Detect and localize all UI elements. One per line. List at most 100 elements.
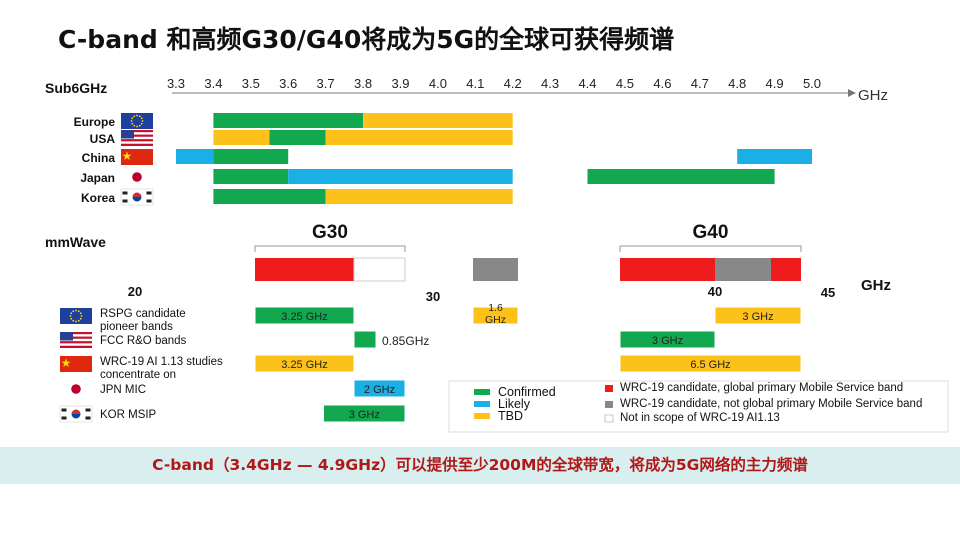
sub6-bar-confirmed xyxy=(213,113,363,128)
sub6-row-korea: Korea xyxy=(81,188,513,206)
cn-flag-star xyxy=(122,151,132,160)
mmwave-bar-value: 2 GHz xyxy=(364,384,395,396)
sub6-tick-label: 3.4 xyxy=(204,76,222,91)
us-flag-stripe xyxy=(121,134,153,137)
legend-swatch-tbd xyxy=(474,413,490,419)
jp-flag-sun xyxy=(132,172,142,182)
us-flag-stripe xyxy=(121,141,153,144)
legend-label: Confirmed xyxy=(498,385,556,399)
mmwave-bar-value: 3.25 GHz xyxy=(281,311,327,323)
legend-swatch-outline xyxy=(604,414,614,423)
mmwave-row: FCC R&O bands 0.85GHz 3 GHz xyxy=(60,330,716,349)
wrc-bar-outline xyxy=(353,257,406,282)
kr-flag-icon xyxy=(59,405,93,423)
mmwave-bar-value: 3 GHz xyxy=(742,311,773,323)
kr-flag-trigram xyxy=(146,191,152,195)
legend-label: Not in scope of WRC-19 AI1.13 xyxy=(620,412,780,424)
mmwave-bar-value: 1.6 xyxy=(488,302,503,314)
sub6-bar-confirmed xyxy=(269,130,326,145)
sub6-bar-likely xyxy=(737,149,812,164)
mmwave-bar-tbd xyxy=(254,354,355,373)
eu-flag-star xyxy=(131,122,134,125)
kr-flag-trigram xyxy=(61,416,67,420)
sub6-tick-label: 3.3 xyxy=(167,76,185,91)
eu-flag-star xyxy=(141,120,144,122)
sub6-tick-label: 3.8 xyxy=(354,76,372,91)
wrc-bar-wrc_global xyxy=(771,258,801,281)
jp-flag-icon xyxy=(121,169,153,185)
sub6-bar-tbd xyxy=(363,113,513,128)
kr-flag-trigram xyxy=(146,199,152,203)
legend-swatch-confirmed xyxy=(474,389,490,395)
us-flag-icon xyxy=(60,332,92,348)
us-flag-stripe xyxy=(60,341,92,344)
eu-flag-star xyxy=(75,320,77,323)
mmwave-axis-label: 40 xyxy=(708,284,722,299)
sub6-bar-tbd xyxy=(213,130,270,145)
mmwave-bar-confirmed xyxy=(619,330,716,349)
sub6-tick-label: 3.9 xyxy=(391,76,409,91)
sub6-tick-label: 4.9 xyxy=(766,76,784,91)
eu-flag-star xyxy=(136,125,138,128)
cn-flag-icon xyxy=(121,149,153,165)
legend-box xyxy=(448,380,949,433)
eu-flag-star xyxy=(72,319,75,322)
band-group-label: G30 xyxy=(312,222,348,243)
legend-swatch-likely xyxy=(474,401,490,407)
mmwave-row-label: RSPG candidate xyxy=(100,308,186,320)
us-flag-stripe xyxy=(121,139,153,142)
mmwave-row: KOR MSIP 3 GHz xyxy=(59,404,406,423)
sub6-chart: Sub6GHz GHz 3.3 3.4 3.5 3.6 3.7 3.8 3.9 4.0 4.1 4… xyxy=(45,76,888,206)
kr-flag-trigram xyxy=(85,408,91,412)
eu-flag-star xyxy=(130,120,133,122)
sub6-row-china: China xyxy=(82,149,812,165)
sub6-title: Sub6GHz xyxy=(45,80,107,96)
wrc-bar-wrc_not_global xyxy=(715,258,771,281)
mmwave-bar-tbd xyxy=(472,306,519,325)
mmwave-row-label: concentrate on xyxy=(100,369,176,381)
sub6-tick-label: 3.5 xyxy=(242,76,260,91)
eu-flag-star xyxy=(138,115,141,118)
band-group-g40: G40 xyxy=(619,222,802,252)
sub6-bar-confirmed xyxy=(213,149,289,164)
sub6-bar-confirmed xyxy=(213,169,289,184)
eu-flag-star xyxy=(77,310,80,313)
mmwave-axis-labels: 20 30 40 45 xyxy=(128,284,835,304)
mmwave-bar-value: GHz xyxy=(485,314,506,326)
eu-flag-star xyxy=(69,315,72,317)
jp-flag-sun xyxy=(71,384,81,394)
mmwave-row-label: WRC-19 AI 1.13 studies xyxy=(100,356,223,368)
legend-swatch-wrc_not_global xyxy=(605,401,613,408)
mmwave-band-groups: G30 G40 xyxy=(254,222,802,252)
eu-flag-star xyxy=(75,309,77,312)
mmwave-axis-label: 45 xyxy=(821,285,835,300)
sub6-tick-label: 4.2 xyxy=(504,76,522,91)
mmwave-bar-likely xyxy=(353,379,406,398)
kr-flag-taeguk-bottom xyxy=(132,197,142,202)
eu-flag-star xyxy=(77,319,80,322)
mmwave-axis-unit: GHz xyxy=(861,277,891,294)
sub6-tick-labels: 3.3 3.4 3.5 3.6 3.7 3.8 3.9 4.0 4.1 4.2 4.3 4.4 4.5 4… xyxy=(167,76,821,91)
eu-flag-star xyxy=(136,114,138,117)
sub6-axis-unit: GHz xyxy=(858,87,888,104)
spectrum-chart: Sub6GHz GHz 3.3 3.4 3.5 3.6 3.7 3.8 3.9 4.0 4.1 4… xyxy=(45,76,949,433)
mmwave-row-label: FCC R&O bands xyxy=(100,335,187,347)
us-flag-stripe xyxy=(60,345,92,348)
eu-flag-field xyxy=(60,308,92,324)
legend-label: TBD xyxy=(498,409,523,423)
sub6-tick-label: 3.6 xyxy=(279,76,297,91)
mmwave-bar-value: 3 GHz xyxy=(349,409,380,421)
eu-flag-icon xyxy=(121,113,153,129)
sub6-row-label: USA xyxy=(90,132,116,146)
sub6-bar-confirmed xyxy=(587,169,775,184)
mmwave-bar-value: 3.25 GHz xyxy=(281,359,327,371)
eu-flag-star xyxy=(70,317,73,320)
wrc-bar-wrc_global xyxy=(620,258,715,281)
kr-flag-trigram xyxy=(61,408,67,412)
mmwave-wrc-candidate-bar xyxy=(255,257,801,282)
sub6-tick-label: 4.5 xyxy=(616,76,634,91)
sub6-tick-label: 5.0 xyxy=(803,76,821,91)
mmwave-row: JPN MIC 2 GHz xyxy=(60,379,406,398)
